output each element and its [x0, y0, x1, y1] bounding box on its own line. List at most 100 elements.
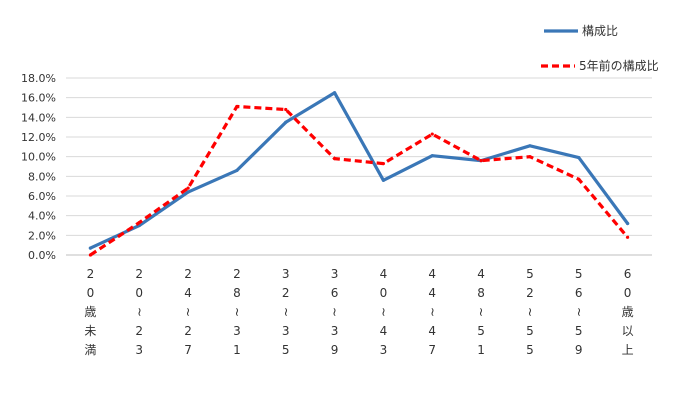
data-point — [381, 161, 386, 166]
data-point — [430, 154, 434, 158]
x-category-label: 4 0 ~4 3 — [376, 267, 390, 357]
x-category-glyph: 6 — [624, 267, 632, 281]
x-category-glyph: ~ — [279, 307, 293, 317]
x-category-glyph: 2 — [135, 324, 143, 338]
data-point — [528, 155, 532, 159]
series-line-current — [88, 91, 630, 250]
x-category-glyph: 5 — [526, 324, 534, 338]
legend-label: 5年前の構成比 — [579, 58, 659, 73]
x-category-glyph: 歳 — [622, 305, 634, 319]
x-category-glyph: 3 — [135, 343, 143, 357]
x-category-glyph: 2 — [184, 267, 192, 281]
data-point — [235, 168, 239, 173]
x-category-glyph: 0 — [87, 286, 95, 300]
legend-label: 構成比 — [582, 24, 618, 38]
x-category-label: 3 6 ~3 9 — [328, 267, 342, 357]
x-category-glyph: 4 — [428, 267, 436, 281]
x-category-label: 5 2 ~5 5 — [523, 267, 537, 357]
x-category-glyph: 5 — [526, 343, 534, 357]
x-category-glyph: 満 — [84, 343, 96, 357]
x-category-label: 2 4 ~2 7 — [181, 267, 195, 357]
x-category-glyph: 4 — [380, 267, 388, 281]
data-point — [284, 120, 288, 124]
x-category-glyph: 2 — [233, 267, 241, 281]
x-category-glyph: 4 — [380, 324, 388, 338]
y-tick-label: 2.0% — [28, 229, 56, 242]
x-category-glyph: 5 — [575, 324, 583, 338]
y-tick-label: 10.0% — [21, 151, 56, 164]
x-category-glyph: ~ — [376, 307, 390, 317]
data-point — [186, 186, 190, 190]
x-category-glyph: 3 — [282, 267, 290, 281]
x-category-glyph: 3 — [282, 324, 290, 338]
x-category-glyph: 5 — [477, 324, 485, 338]
x-category-glyph: ~ — [230, 307, 244, 317]
series-lines — [88, 91, 630, 257]
data-point — [88, 246, 93, 250]
x-category-glyph: 8 — [233, 286, 241, 300]
x-category-label: 4 8 ~5 1 — [474, 267, 488, 357]
y-tick-label: 12.0% — [21, 131, 56, 144]
x-category-label: 2 8 ~3 1 — [230, 267, 244, 357]
x-category-glyph: 2 — [87, 267, 95, 281]
y-tick-label: 8.0% — [28, 170, 56, 183]
x-category-glyph: 3 — [331, 267, 339, 281]
y-tick-label: 18.0% — [21, 72, 56, 85]
x-category-glyph: 0 — [380, 286, 388, 300]
data-point — [332, 91, 337, 95]
data-point — [479, 159, 483, 163]
data-point — [577, 156, 581, 160]
x-category-glyph: 2 — [526, 286, 534, 300]
x-category-glyph: 以 — [622, 324, 634, 338]
y-tick-label: 4.0% — [28, 210, 56, 223]
x-category-glyph: ~ — [181, 307, 195, 317]
x-category-glyph: 4 — [428, 286, 436, 300]
data-point — [88, 253, 93, 257]
data-point — [235, 104, 239, 109]
x-category-glyph: 4 — [428, 324, 436, 338]
x-category-glyph: 9 — [331, 343, 339, 357]
x-category-glyph: 4 — [184, 286, 192, 300]
gridlines — [66, 77, 652, 256]
x-category-glyph: 0 — [624, 286, 632, 300]
legend-entry: 5年前の構成比 — [541, 58, 659, 73]
x-category-glyph: 8 — [477, 286, 485, 300]
x-category-glyph: 2 — [282, 286, 290, 300]
x-category-label: 4 4 ~4 7 — [425, 267, 439, 357]
x-axis-categories: 2 0 歳未満 2 0 ~2 3 2 4 ~2 7 2 8 ~3 1 3 2 ~3 5 3 6 ~3 9 4 0 ~4 3 4 4 ~4 7… — [84, 267, 633, 357]
data-point — [625, 235, 630, 239]
data-point — [186, 190, 190, 194]
x-category-glyph: 7 — [428, 343, 436, 357]
data-point — [430, 132, 434, 136]
x-category-glyph: ~ — [523, 307, 537, 317]
x-category-glyph: 上 — [622, 343, 634, 357]
x-category-label: 5 6 ~5 9 — [572, 267, 586, 357]
data-point — [284, 107, 288, 112]
x-category-glyph: ~ — [572, 307, 586, 317]
x-category-glyph: 5 — [575, 267, 583, 281]
x-category-glyph: 6 — [331, 286, 339, 300]
x-category-glyph: ~ — [474, 307, 488, 317]
x-category-glyph: 3 — [331, 324, 339, 338]
data-point — [381, 178, 386, 182]
x-category-glyph: ~ — [132, 307, 146, 317]
x-category-glyph: 7 — [184, 343, 192, 357]
x-category-label: 2 0 ~2 3 — [132, 267, 146, 357]
x-category-glyph: 1 — [233, 343, 241, 357]
y-tick-label: 14.0% — [21, 111, 56, 124]
x-category-glyph: 2 — [184, 324, 192, 338]
x-category-glyph: 9 — [575, 343, 583, 357]
y-axis-ticks: 0.0% 2.0% 4.0% 6.0% 8.0% 10.0% 12.0% 14.0% 16.0%… — [21, 72, 56, 262]
x-category-glyph: 5 — [526, 267, 534, 281]
x-category-glyph: 6 — [575, 286, 583, 300]
x-category-glyph: 3 — [233, 324, 241, 338]
series-line-previous — [89, 104, 629, 257]
x-category-glyph: 5 — [282, 343, 290, 357]
x-category-glyph: 4 — [477, 267, 485, 281]
y-tick-label: 16.0% — [21, 92, 56, 105]
x-category-glyph: 未 — [84, 324, 96, 338]
x-category-label: 6 0 歳以上 — [622, 267, 634, 357]
x-category-glyph: 歳 — [84, 305, 96, 319]
data-point — [528, 144, 532, 148]
